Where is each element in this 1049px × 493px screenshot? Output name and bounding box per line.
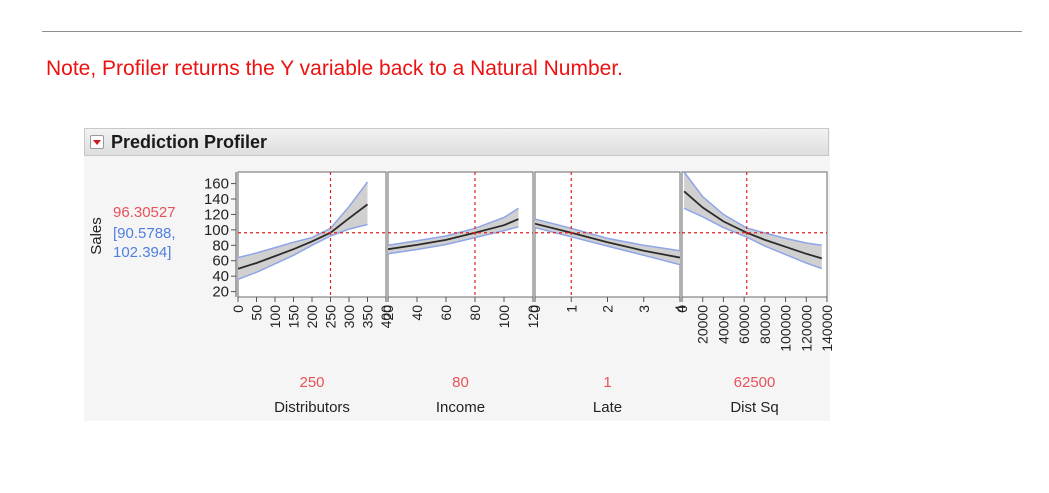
x-tick-label: 60 (438, 305, 454, 321)
factor-setting-value: 1 (603, 374, 611, 391)
factor-label: Distributors (274, 399, 350, 416)
panel-frame (534, 171, 681, 298)
profiler-title: Prediction Profiler (111, 132, 268, 152)
x-tick-label: 60000 (736, 305, 752, 344)
y-tick-label: 100 (204, 222, 229, 239)
x-tick-label: 0 (230, 305, 246, 313)
panel-plot-area (535, 172, 680, 297)
x-tick-label: 20 (380, 305, 396, 321)
y-interval-high: 102.394] (113, 244, 171, 261)
x-tick-label: 40000 (715, 305, 731, 344)
prediction-curve (238, 203, 369, 270)
factor-setting-value: 80 (452, 374, 469, 391)
x-tick-label: 100 (267, 305, 283, 329)
panel-plot-area (238, 172, 386, 297)
y-current-value: 96.30527 (113, 204, 176, 221)
x-tick-label: 50 (249, 305, 265, 321)
profiler-header: Prediction Profiler (84, 128, 829, 156)
y-tick-label: 80 (212, 237, 229, 254)
factor-label: Late (593, 399, 622, 416)
x-tick-label: 100000 (778, 305, 794, 352)
disclosure-toggle-icon[interactable] (90, 135, 104, 149)
panel-plot-area (682, 172, 827, 297)
panel-plot-area (388, 172, 533, 297)
prediction-curve (535, 222, 680, 259)
upper-confidence-line (238, 181, 369, 259)
confidence-band (388, 208, 519, 254)
lower-confidence-line (238, 223, 368, 281)
x-tick-label: 80000 (757, 305, 773, 344)
x-tick-label: 3 (636, 305, 652, 313)
x-tick-label: 140000 (819, 305, 835, 352)
lower-confidence-line (683, 207, 823, 270)
lower-confidence-line (388, 226, 519, 255)
y-axis-label: Sales (88, 217, 105, 255)
upper-confidence-line (535, 218, 680, 252)
x-tick-label: 20000 (695, 305, 711, 344)
x-tick-label: 150 (286, 305, 302, 329)
factor-label: Income (436, 399, 485, 416)
y-interval-low: [90.5788, (113, 225, 176, 242)
y-tick-label: 140 (204, 191, 229, 208)
y-tick-label: 120 (204, 206, 229, 223)
y-tick-label: 40 (212, 268, 229, 285)
x-tick-label: 0 (674, 305, 690, 313)
upper-confidence-line (683, 172, 822, 247)
lower-confidence-line (535, 226, 680, 266)
confidence-band (238, 182, 368, 280)
y-tick-label: 20 (212, 284, 229, 301)
x-tick-label: 1 (563, 305, 579, 313)
y-tick-label: 60 (212, 253, 229, 270)
factor-setting-value: 250 (299, 374, 324, 391)
x-tick-label: 4 (672, 305, 688, 313)
prediction-curve (683, 190, 823, 260)
x-tick-label: 120000 (798, 305, 814, 352)
x-tick-label: 120 (525, 305, 541, 329)
confidence-band (684, 172, 822, 269)
factor-setting-value: 62500 (734, 374, 776, 391)
x-tick-label: 200 (304, 305, 320, 329)
x-tick-label: 400 (378, 305, 394, 329)
x-tick-label: 0 (527, 305, 543, 313)
x-tick-label: 300 (341, 305, 357, 329)
note-text: Note, Profiler returns the Y variable ba… (46, 57, 624, 80)
x-tick-label: 350 (360, 305, 376, 329)
x-tick-label: 250 (323, 305, 339, 329)
factor-label: Dist Sq (730, 399, 778, 416)
prediction-curve (388, 218, 519, 251)
x-tick-label: 100 (496, 305, 512, 329)
separator-rule (42, 31, 1022, 32)
x-tick-label: 40 (409, 305, 425, 321)
x-tick-label: 80 (467, 305, 483, 321)
x-tick-label: 2 (600, 305, 616, 313)
y-tick-label: 160 (204, 176, 229, 193)
